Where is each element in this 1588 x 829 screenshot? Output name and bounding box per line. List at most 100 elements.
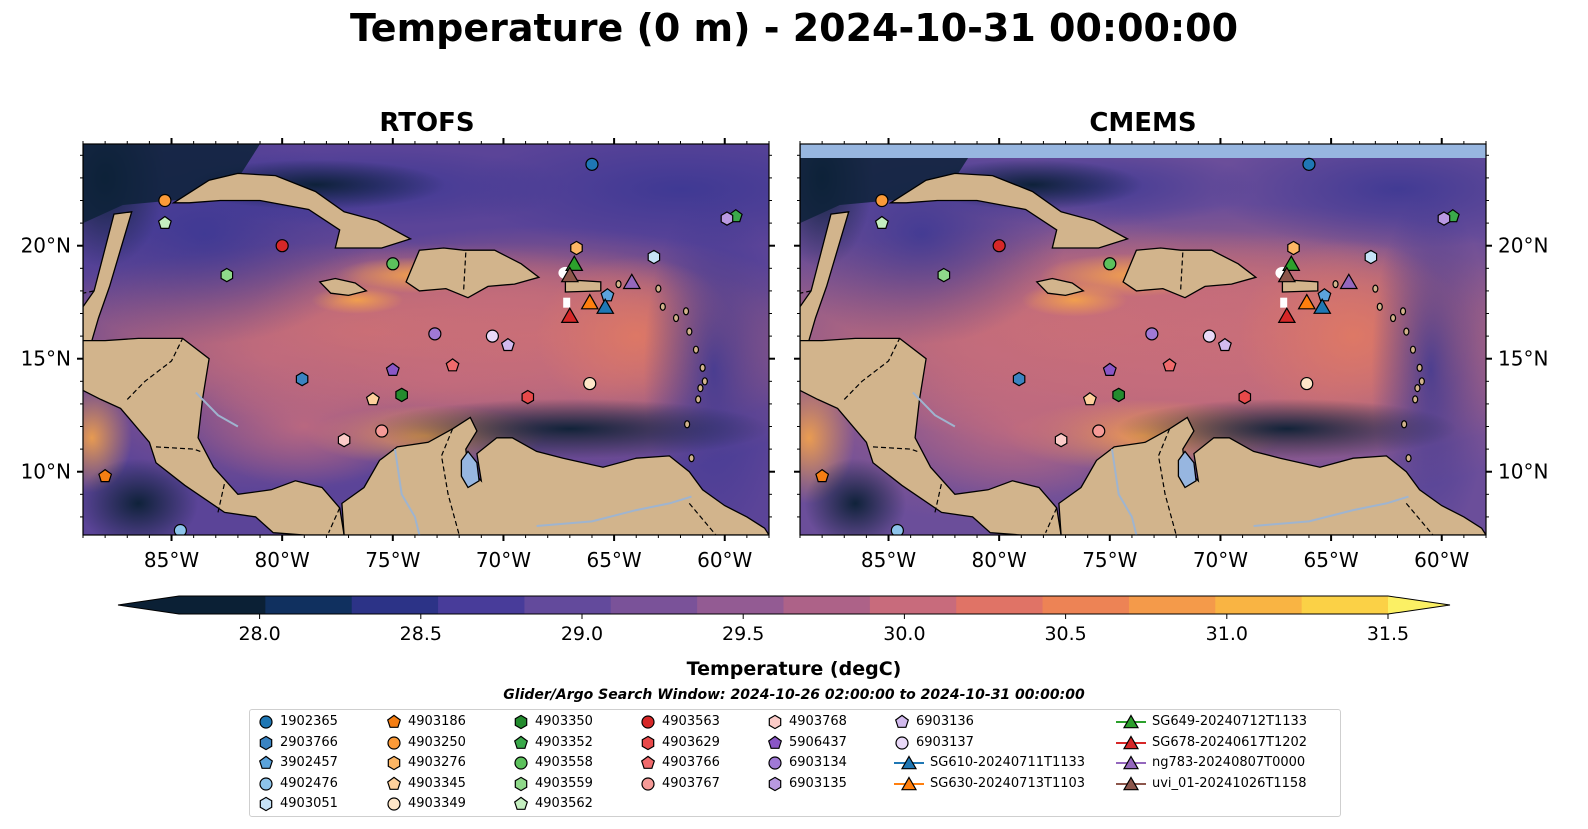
map-frame bbox=[799, 143, 1487, 536]
panel-title-cmems: CMEMS bbox=[1089, 108, 1197, 138]
glider-SG649-20240712T1133 bbox=[1282, 254, 1301, 271]
lon-tick-label: 85°W bbox=[861, 548, 916, 572]
legend-marker bbox=[1122, 714, 1140, 729]
float-4903350 bbox=[1112, 387, 1126, 403]
lake-maracaibo bbox=[460, 450, 480, 489]
legend-item: 4902476 bbox=[258, 774, 338, 794]
legend-marker bbox=[514, 776, 528, 791]
legend-marker bbox=[641, 776, 655, 791]
legend-marker bbox=[641, 715, 655, 729]
land-hispaniola bbox=[1122, 247, 1258, 299]
float-4903767 bbox=[375, 424, 389, 438]
colorbar-segment bbox=[1128, 596, 1216, 614]
float-6903134 bbox=[428, 327, 442, 341]
country-border bbox=[440, 428, 460, 535]
legend-label: 6903137 bbox=[916, 734, 974, 750]
river bbox=[536, 495, 692, 527]
float-4903767 bbox=[1092, 424, 1106, 438]
legend-marker bbox=[768, 776, 782, 791]
legend-item: SG630-20240713T1103 bbox=[894, 774, 1085, 794]
float-4903051 bbox=[1364, 249, 1378, 265]
legend-marker bbox=[514, 756, 528, 770]
legend-marker-icon bbox=[387, 755, 401, 771]
island bbox=[615, 280, 622, 289]
legend-item: 5906437 bbox=[767, 733, 847, 753]
float-4903558 bbox=[386, 257, 400, 271]
land-cuba bbox=[171, 172, 413, 249]
legend-marker bbox=[387, 797, 401, 811]
island bbox=[659, 302, 666, 311]
river bbox=[195, 391, 239, 428]
legend-label: SG630-20240713T1103 bbox=[930, 775, 1086, 791]
legend-marker bbox=[1122, 755, 1140, 770]
legend-item: uvi_01-20241026T1158 bbox=[1116, 774, 1306, 794]
legend-label: 3902457 bbox=[280, 755, 338, 770]
colorbar-segment bbox=[697, 596, 784, 614]
lon-tick-label: 75°W bbox=[365, 548, 420, 572]
legend-item: 4903563 bbox=[640, 712, 720, 732]
float-4903629 bbox=[1238, 389, 1252, 405]
island bbox=[1399, 307, 1407, 316]
lat-tick-label: 15°N bbox=[1498, 347, 1548, 371]
legend-label: 5906437 bbox=[789, 734, 847, 750]
colorbar-label: Temperature (degC) bbox=[686, 658, 902, 680]
float-4902476 bbox=[890, 523, 904, 535]
glider-SG630-20240713T1103 bbox=[1297, 293, 1316, 310]
colorbar-segment bbox=[351, 596, 439, 614]
legend-label: 4903562 bbox=[535, 796, 593, 811]
island bbox=[699, 363, 706, 372]
legend-label: 4903250 bbox=[408, 734, 466, 750]
legend-label: 4903563 bbox=[662, 714, 720, 729]
legend-label: 6903134 bbox=[789, 755, 847, 770]
colorbar-segment bbox=[438, 596, 525, 614]
island bbox=[1418, 377, 1425, 386]
legend-label: 1902365 bbox=[280, 714, 338, 729]
lat-tick-label: 15°N bbox=[21, 347, 71, 371]
legend-marker bbox=[641, 735, 655, 750]
legend-marker bbox=[514, 714, 528, 730]
legend-marker-icon bbox=[894, 714, 910, 728]
colorbar-segment bbox=[956, 596, 1044, 614]
legend-marker bbox=[513, 796, 529, 810]
colorbar-segment bbox=[783, 596, 871, 614]
legend-marker-icon bbox=[514, 756, 528, 770]
legend-marker-icon bbox=[767, 735, 783, 749]
lat-tick-label: 20°N bbox=[1498, 234, 1548, 258]
legend-marker bbox=[640, 755, 656, 769]
island bbox=[688, 454, 695, 463]
colorbar-segment bbox=[869, 596, 957, 614]
float-4903629 bbox=[521, 389, 535, 405]
glider-ng783-20240807T0000 bbox=[1339, 273, 1359, 290]
island bbox=[684, 420, 691, 429]
lon-tick-label: 85°W bbox=[144, 548, 199, 572]
legend-item: 4903766 bbox=[640, 753, 720, 773]
colorbar-segment bbox=[265, 596, 353, 614]
land-jamaica bbox=[1035, 277, 1085, 297]
float-4902476 bbox=[173, 523, 187, 535]
colorbar-segment bbox=[179, 596, 266, 614]
legend-marker bbox=[894, 714, 910, 728]
colorbar-tick-label: 28.0 bbox=[238, 623, 280, 645]
float-6903134 bbox=[1145, 327, 1159, 341]
glider-SG678-20240617T1202 bbox=[560, 306, 580, 323]
colorbar-extend-low bbox=[118, 596, 179, 614]
float-6903137 bbox=[485, 329, 499, 343]
legend-item: 6903134 bbox=[767, 753, 847, 773]
island bbox=[1332, 280, 1339, 289]
legend-item: 6903137 bbox=[894, 733, 974, 753]
float-6903135 bbox=[720, 211, 734, 226]
legend-item: 4903768 bbox=[767, 712, 847, 732]
colorbar-tick-label: 29.5 bbox=[722, 623, 764, 645]
legend-marker bbox=[259, 796, 273, 812]
legend-marker-icon bbox=[259, 715, 273, 729]
float-2903766 bbox=[1012, 371, 1026, 387]
float-4903768 bbox=[337, 432, 351, 448]
country-border bbox=[126, 338, 184, 400]
colorbar: 28.0 28.5 29.0 29.5 30.0 30.5 31.0 31.5 bbox=[117, 595, 1451, 645]
island bbox=[686, 327, 693, 336]
glider-SG610-20240711T1133 bbox=[1313, 298, 1332, 314]
float-6903137 bbox=[1202, 329, 1216, 343]
float-4903558 bbox=[1103, 257, 1117, 271]
legend-marker-icon bbox=[641, 776, 655, 791]
legend-marker-icon bbox=[641, 715, 655, 729]
